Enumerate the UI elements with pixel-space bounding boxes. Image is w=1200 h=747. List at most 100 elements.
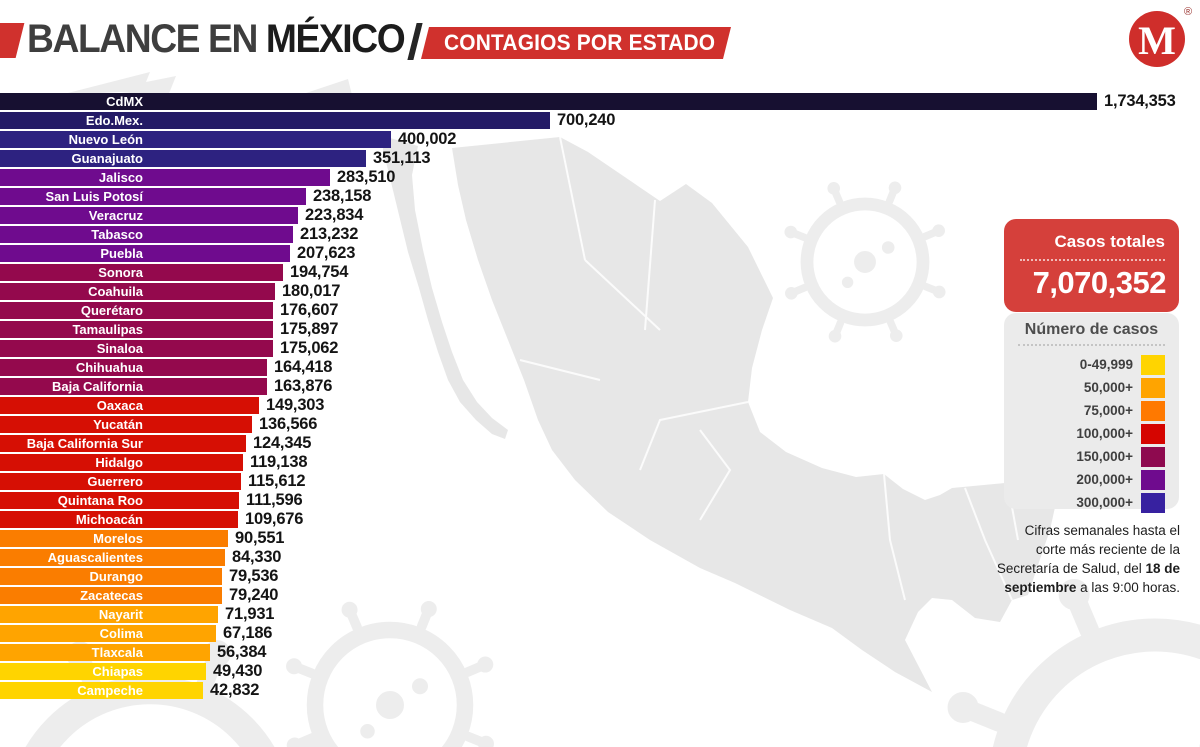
bar-row: Baja California 163,876 — [0, 378, 1200, 395]
state-bar — [0, 340, 273, 357]
state-value: 119,138 — [250, 453, 308, 471]
legend-swatch — [1141, 424, 1165, 444]
legend-label: 0-49,999 — [1079, 357, 1133, 372]
state-label: Durango — [89, 569, 143, 584]
state-value: 207,623 — [297, 244, 356, 262]
state-bar — [0, 682, 203, 699]
state-bar — [0, 245, 290, 262]
state-value: 1,734,353 — [1104, 92, 1176, 110]
note-text-after: a las 9:00 horas. — [1076, 580, 1180, 595]
state-bar — [0, 625, 216, 642]
state-value: 194,754 — [290, 263, 349, 281]
bar-row: Quintana Roo 111,596 — [0, 492, 1200, 509]
legend-label: 150,000+ — [1076, 449, 1133, 464]
state-value: 56,384 — [217, 643, 267, 661]
bar-row: Campeche 42,832 — [0, 682, 1200, 699]
state-value: 124,345 — [253, 434, 312, 452]
state-value: 176,607 — [280, 301, 339, 319]
bar-row: Tlaxcala 56,384 — [0, 644, 1200, 661]
bar-row: Colima 67,186 — [0, 625, 1200, 642]
state-bar — [0, 435, 246, 452]
bar-row: Sonora 194,754 — [0, 264, 1200, 281]
state-value: 67,186 — [223, 624, 273, 642]
state-label: Nuevo León — [68, 132, 143, 147]
legend-item: 100,000+ — [1004, 424, 1179, 444]
state-bar — [0, 169, 330, 186]
bar-row: CdMX 1,734,353 — [0, 93, 1200, 110]
legend-item: 75,000+ — [1004, 401, 1179, 421]
state-bar — [0, 492, 239, 509]
total-cases-label: Casos totales — [1054, 232, 1165, 251]
state-label: Querétaro — [80, 303, 143, 318]
state-value: 90,551 — [235, 529, 285, 547]
legend-item: 150,000+ — [1004, 447, 1179, 467]
state-value: 79,240 — [229, 586, 279, 604]
state-label: Tabasco — [91, 227, 143, 242]
state-value: 49,430 — [213, 662, 263, 680]
state-bar — [0, 150, 366, 167]
state-value: 115,612 — [248, 472, 306, 490]
state-value: 351,113 — [373, 149, 431, 167]
state-bar — [0, 93, 1097, 110]
legend-label: 75,000+ — [1083, 403, 1133, 418]
state-value: 84,330 — [232, 548, 282, 566]
state-label: Zacatecas — [80, 588, 143, 603]
state-label: Edo.Mex. — [85, 113, 143, 128]
state-bar — [0, 188, 306, 205]
page-title: BALANCE EN MÉXICO — [27, 17, 406, 62]
bar-row: Michoacán 109,676 — [0, 511, 1200, 528]
legend-item: 0-49,999 — [1004, 355, 1179, 375]
milenio-logo-letter: M — [1138, 18, 1176, 63]
state-label: Jalisco — [98, 170, 143, 185]
bar-row: Tamaulipas 175,897 — [0, 321, 1200, 338]
state-bar — [0, 226, 293, 243]
state-value: 213,232 — [300, 225, 359, 243]
header: BALANCE EN MÉXICO CONTAGIOS POR ESTADO M… — [0, 0, 1200, 90]
state-value: 71,931 — [225, 605, 275, 623]
state-label: Quintana Roo — [57, 493, 143, 508]
state-label: Tamaulipas — [72, 322, 143, 337]
state-bar — [0, 397, 259, 414]
legend-label: 200,000+ — [1076, 472, 1133, 487]
state-borders — [519, 136, 1019, 601]
bar-row: Puebla 207,623 — [0, 245, 1200, 262]
legend-item: 300,000+ — [1004, 493, 1179, 513]
bar-row: Querétaro 176,607 — [0, 302, 1200, 319]
bar-row: Durango 79,536 — [0, 568, 1200, 585]
state-label: Hidalgo — [95, 455, 143, 470]
state-label: Chihuahua — [75, 360, 143, 375]
mexico-map — [383, 136, 1057, 692]
dotted-divider — [1020, 259, 1165, 261]
legend-swatch — [1141, 470, 1165, 490]
state-value: 79,536 — [229, 567, 279, 585]
note-text-before: Cifras semanales hasta el corte más reci… — [996, 523, 1180, 576]
bar-row: Hidalgo 119,138 — [0, 454, 1200, 471]
legend-label: 100,000+ — [1076, 426, 1133, 441]
state-value: 223,834 — [305, 206, 364, 224]
legend-swatch — [1141, 493, 1165, 513]
bar-row: Nayarit 71,931 — [0, 606, 1200, 623]
bar-row: Aguascalientes 84,330 — [0, 549, 1200, 566]
state-bar — [0, 511, 238, 528]
state-bar — [0, 530, 228, 547]
banner-title: CONTAGIOS POR ESTADO — [444, 30, 716, 55]
total-cases-card: Casos totales 7,070,352 — [1004, 219, 1179, 312]
state-bar — [0, 416, 252, 433]
bar-row: Veracruz 223,834 — [0, 207, 1200, 224]
state-bar — [0, 302, 273, 319]
virus-icon — [286, 601, 494, 747]
legend-swatch — [1141, 378, 1165, 398]
bar-row: Nuevo León 400,002 — [0, 131, 1200, 148]
virus-icon — [947, 578, 1200, 747]
total-cases-value: 7,070,352 — [1032, 265, 1167, 300]
state-label: Tlaxcala — [91, 645, 143, 660]
state-bar — [0, 473, 241, 490]
state-value: 700,240 — [557, 111, 616, 129]
state-label: Sinaloa — [96, 341, 143, 356]
state-bar — [0, 587, 222, 604]
state-bar — [0, 321, 273, 338]
state-label: Veracruz — [88, 208, 143, 223]
state-label: Baja California Sur — [26, 436, 143, 451]
